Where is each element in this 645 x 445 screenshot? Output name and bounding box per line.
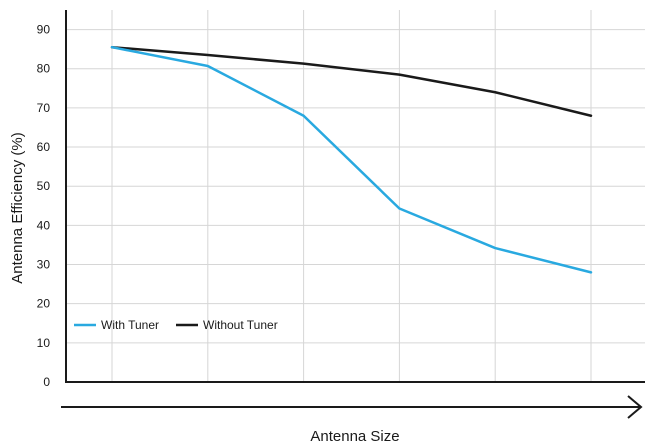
- y-tick-label: 50: [37, 179, 51, 193]
- size-arrow-head: [627, 395, 643, 419]
- series-line: [110, 45, 593, 274]
- y-axis-title: Antenna Efficiency (%): [9, 132, 26, 283]
- legend: With Tuner Without Tuner: [74, 318, 278, 332]
- axes: [61, 10, 645, 419]
- y-tick-label: 10: [37, 336, 51, 350]
- x-axis-title: Antenna Size: [310, 428, 399, 445]
- grid-lines: [66, 10, 645, 382]
- y-tick-label: 80: [37, 62, 51, 76]
- y-tick-label: 30: [37, 258, 51, 272]
- legend-label: With Tuner: [101, 318, 159, 332]
- y-axis-ticks: 0 10 20 30 40 50 60 70 80 90: [37, 23, 51, 389]
- legend-label: Without Tuner: [203, 318, 278, 332]
- y-tick-label: 0: [43, 375, 50, 389]
- y-tick-label: 40: [37, 218, 51, 232]
- series-lines: [110, 45, 593, 274]
- y-tick-label: 60: [37, 140, 51, 154]
- series-line: [110, 45, 593, 117]
- y-tick-label: 90: [37, 23, 51, 37]
- y-tick-label: 70: [37, 101, 51, 115]
- y-tick-label: 20: [37, 297, 51, 311]
